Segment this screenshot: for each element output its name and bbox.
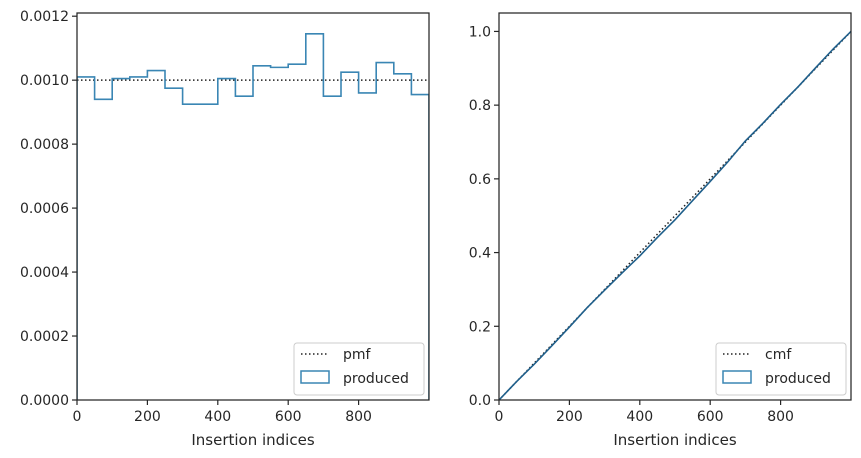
- left-legend-box: [293, 342, 425, 396]
- l-y-tick-label: 0.0010: [20, 73, 69, 89]
- right-legend-cmf-label: cmf: [765, 347, 792, 363]
- l-y-tick-label: 0.0002: [20, 329, 69, 345]
- left-legend-pmf-label: pmf: [343, 347, 372, 363]
- left-x-axis-label: Insertion indices: [191, 431, 314, 449]
- right-panel: 0 200 400 600 800 0.0 0.2 0.4 0.6 0.8 1.0 Insertio…: [469, 12, 852, 449]
- left-axes-frame: [76, 12, 430, 401]
- left-ticks: 0 200 400 600 800 0.0000 0.0002 0.0004 0.0006 0.0…: [20, 9, 372, 425]
- r-y-tick-label: 1.0: [469, 24, 491, 40]
- l-x-tick-label: 200: [134, 409, 161, 425]
- right-legend-produced-swatch: [722, 370, 752, 384]
- left-legend: pmf produced: [293, 342, 425, 396]
- right-legend-box: [715, 342, 847, 396]
- l-x-tick-label: 400: [204, 409, 231, 425]
- right-series-layer: [499, 30, 851, 400]
- right-legend-produced-label: produced: [765, 371, 831, 387]
- l-y-tick-label: 0.0012: [20, 9, 69, 25]
- l-y-tick-label: 0.0008: [20, 137, 69, 153]
- right-x-axis-label: Insertion indices: [613, 431, 736, 449]
- r-y-tick-label: 0.4: [469, 246, 491, 262]
- r-x-tick-label: 800: [767, 409, 794, 425]
- left-legend-produced-label: produced: [343, 371, 409, 387]
- left-series-layer: [77, 32, 429, 400]
- r-y-tick-label: 0.6: [469, 172, 491, 188]
- l-y-tick-label: 0.0004: [20, 265, 69, 281]
- r-x-tick-label: 600: [697, 409, 724, 425]
- l-x-tick-label: 0: [73, 409, 82, 425]
- right-axes-frame: [498, 12, 852, 401]
- r-y-tick-label: 0.2: [469, 319, 491, 335]
- l-y-tick-label: 0.0000: [20, 393, 69, 409]
- left-legend-produced-swatch: [300, 370, 330, 384]
- l-x-tick-label: 600: [275, 409, 302, 425]
- r-y-tick-label: 0.8: [469, 98, 491, 114]
- r-series-produced-line: [499, 30, 851, 400]
- r-x-tick-label: 400: [626, 409, 653, 425]
- right-legend: cmf produced: [715, 342, 847, 396]
- l-y-tick-label: 0.0006: [20, 201, 69, 217]
- r-x-tick-label: 200: [556, 409, 583, 425]
- r-y-tick-label: 0.0: [469, 393, 491, 409]
- left-panel: 0 200 400 600 800 0.0000 0.0002 0.0004 0.0006 0.0…: [20, 9, 430, 449]
- l-x-tick-label: 800: [345, 409, 372, 425]
- right-ticks: 0 200 400 600 800 0.0 0.2 0.4 0.6 0.8 1.0: [469, 24, 794, 425]
- l-series-produced-line: [77, 32, 429, 400]
- r-x-tick-label: 0: [495, 409, 504, 425]
